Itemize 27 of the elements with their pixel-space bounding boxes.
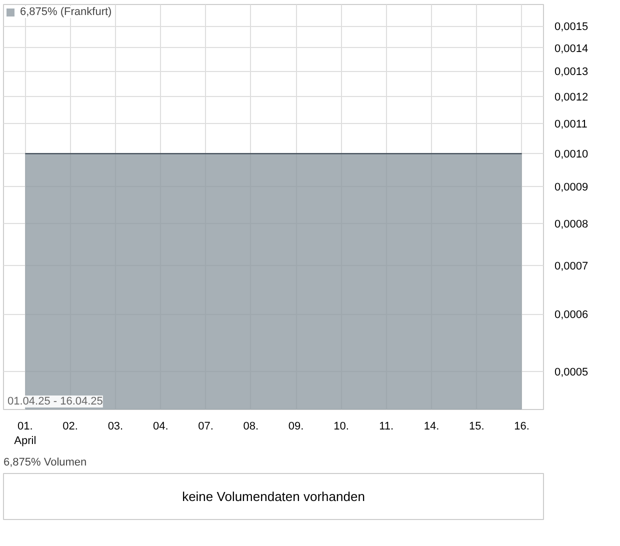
x-tick-label: 09.	[288, 420, 304, 432]
x-tick-label: 02.	[62, 420, 78, 432]
y-tick-label: 0,0008	[554, 218, 588, 231]
y-tick-label: 0,0014	[554, 42, 588, 55]
y-tick-label: 0,0007	[554, 260, 588, 273]
x-tick-label: 10.	[334, 420, 349, 432]
x-tick-label: 04.	[152, 420, 168, 432]
text: 6,875% Volumen	[4, 456, 87, 468]
text: keine Volumendaten vorhanden	[182, 489, 365, 504]
x-tick-label: 14.	[424, 420, 440, 432]
x-tick-label: 03.	[108, 420, 124, 432]
x-tick-label: 11.	[379, 420, 394, 432]
y-tick-label: 0,0006	[554, 309, 588, 322]
x-tick-label: 08.	[243, 420, 259, 432]
y-tick-label: 0,0013	[554, 66, 588, 78]
x-tick-label: 01. April	[14, 420, 36, 447]
annotation: 01.04.25 - 16.04.25	[8, 396, 103, 408]
y-tick-label: 0,0010	[554, 148, 588, 161]
x-tick-label: 16.	[514, 420, 530, 432]
y-tick-label: 0,0015	[554, 21, 588, 34]
y-tick-label: 0,0012	[554, 91, 588, 104]
y-tick-label: 0,0005	[554, 366, 588, 378]
x-tick-label: 07.	[198, 420, 214, 432]
x-tick-label: 15.	[469, 420, 484, 432]
legend-label: 6,875% (Frankfurt)	[20, 6, 112, 18]
y-tick-label: 0,0011	[554, 118, 588, 131]
y-tick-label: 0,0009	[554, 182, 588, 194]
